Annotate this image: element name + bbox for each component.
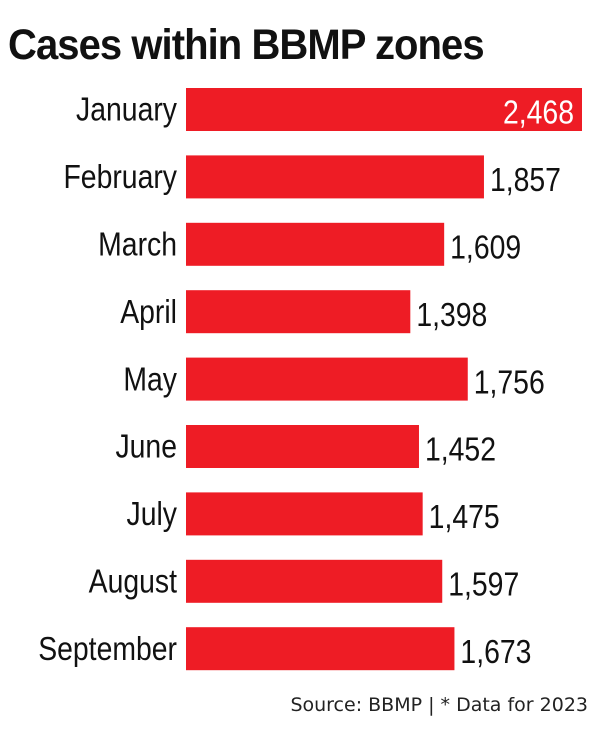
source-note: Source: BBMP | * Data for 2023 <box>290 694 588 716</box>
category-label: June <box>115 428 177 466</box>
bar-row: March 1,609 <box>98 222 521 267</box>
bar <box>186 155 484 199</box>
bar-row: April 1,398 <box>120 290 487 333</box>
value-label: 1,452 <box>425 431 496 469</box>
chart-title: Cases within BBMP zones <box>8 21 485 69</box>
value-label: 1,609 <box>450 229 521 267</box>
value-label: 1,756 <box>474 363 545 401</box>
bar <box>186 88 582 131</box>
bar-row: September 1,673 <box>38 627 531 670</box>
category-label: April <box>120 293 177 331</box>
bar <box>186 492 423 536</box>
category-label: August <box>89 563 178 601</box>
bar <box>186 222 445 266</box>
category-label: May <box>123 360 177 398</box>
bar <box>186 357 468 401</box>
bar-row: February 1,857 <box>63 155 561 199</box>
bar <box>186 290 411 334</box>
bar-row: August 1,597 <box>89 559 519 604</box>
value-label: 1,398 <box>416 296 487 334</box>
category-label: February <box>63 158 177 196</box>
bar-row: July 1,475 <box>127 492 500 536</box>
category-label: January <box>76 91 177 129</box>
value-label: 1,673 <box>460 633 531 671</box>
bar <box>186 627 455 671</box>
bar <box>186 425 419 468</box>
bar-row: May 1,756 <box>123 357 545 401</box>
value-label: 1,475 <box>429 498 500 536</box>
category-label: March <box>98 226 177 264</box>
value-label: 1,597 <box>448 566 519 604</box>
bar <box>186 559 443 603</box>
value-label: 1,857 <box>490 161 561 199</box>
category-label: July <box>127 495 178 533</box>
bar-row: January 2,468 <box>76 88 582 131</box>
category-label: September <box>38 630 177 668</box>
bar-row: June 1,452 <box>115 425 496 468</box>
value-label: 2,468 <box>503 94 574 132</box>
